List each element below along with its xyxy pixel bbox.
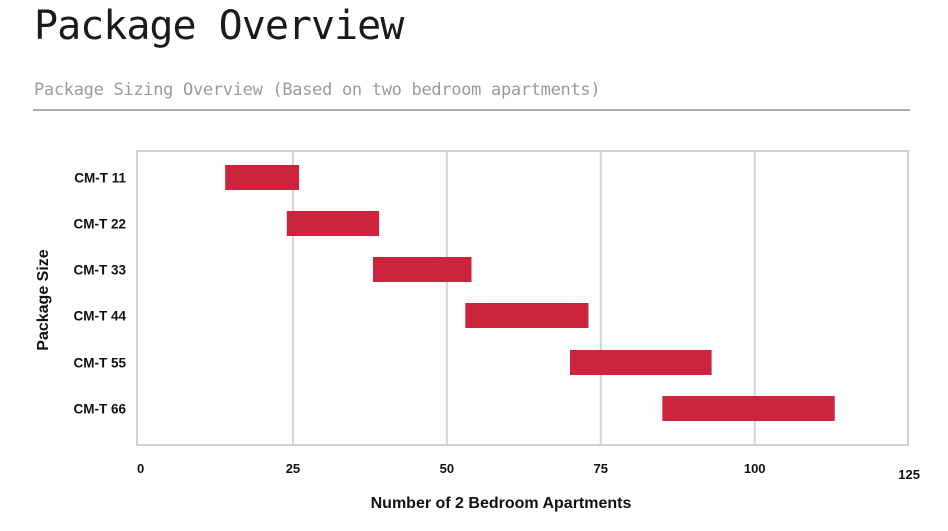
y-category-label: CM-T 22 (73, 217, 126, 232)
range-bar (372, 257, 472, 282)
y-category-label: CM-T 55 (73, 356, 126, 371)
range-bar (286, 211, 380, 236)
x-axis-title: Number of 2 Bedroom Apartments (371, 495, 632, 512)
x-tick-label: 50 (440, 461, 454, 476)
range-bar (465, 303, 589, 328)
page-title: Package Overview (34, 3, 404, 49)
x-axis-tick-labels: 0 25 50 75 100 125 (137, 461, 920, 482)
y-category-label: CM-T 66 (73, 402, 126, 417)
y-category-label: CM-T 11 (74, 171, 126, 186)
x-tick-label: 125 (898, 467, 920, 482)
header-divider (33, 109, 910, 111)
x-tick-label: 75 (594, 461, 608, 476)
range-bar (225, 165, 300, 190)
range-bar (569, 350, 712, 375)
bars (225, 165, 835, 421)
x-tick-label: 100 (744, 461, 766, 476)
y-axis-title: Package Size (35, 249, 52, 351)
y-category-label: CM-T 44 (73, 309, 126, 324)
x-tick-label: 25 (286, 461, 300, 476)
range-bar (662, 396, 835, 421)
y-axis-category-labels: CM-T 11 CM-T 22 CM-T 33 CM-T 44 CM-T 55 CM-T … (73, 171, 126, 417)
x-tick-label: 0 (137, 461, 144, 476)
plot-area-frame (136, 150, 909, 446)
y-category-label: CM-T 33 (73, 263, 126, 278)
chart-subtitle: Package Sizing Overview (Based on two be… (34, 80, 601, 100)
